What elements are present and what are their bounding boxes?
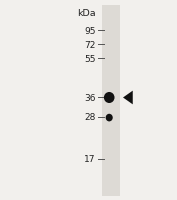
- Text: 28: 28: [84, 113, 96, 121]
- Ellipse shape: [106, 114, 113, 122]
- Polygon shape: [123, 91, 133, 105]
- Text: 55: 55: [84, 55, 96, 63]
- Ellipse shape: [104, 92, 115, 104]
- Text: kDa: kDa: [77, 9, 96, 17]
- Text: 36: 36: [84, 94, 96, 102]
- Bar: [102, 6, 120, 196]
- Text: 95: 95: [84, 27, 96, 35]
- Text: 17: 17: [84, 155, 96, 163]
- Text: 72: 72: [84, 41, 96, 49]
